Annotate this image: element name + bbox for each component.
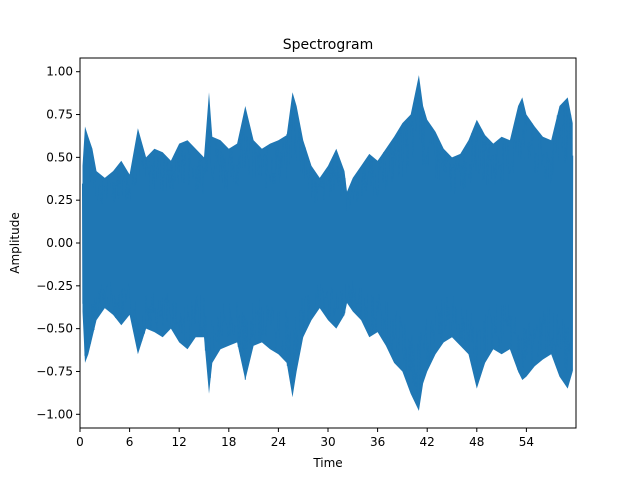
waveform-line bbox=[81, 87, 574, 395]
data-layer bbox=[81, 75, 574, 411]
x-tick-label: 24 bbox=[271, 435, 286, 449]
x-axis-ticks: 0 6 12 18 24 30 36 42 48 54 bbox=[76, 428, 534, 449]
chart-title: Spectrogram bbox=[283, 37, 373, 53]
y-tick-label: 1.00 bbox=[46, 65, 73, 79]
y-tick-label: −0.75 bbox=[36, 364, 73, 378]
x-tick-label: 30 bbox=[320, 435, 335, 449]
x-tick-label: 6 bbox=[126, 435, 134, 449]
y-tick-label: −1.00 bbox=[36, 407, 73, 421]
y-tick-label: 0.00 bbox=[46, 236, 73, 250]
y-tick-label: 0.75 bbox=[46, 108, 73, 122]
x-tick-label: 42 bbox=[420, 435, 435, 449]
x-tick-label: 0 bbox=[76, 435, 84, 449]
y-axis-label: Amplitude bbox=[8, 212, 22, 274]
y-tick-label: −0.50 bbox=[36, 322, 73, 336]
x-axis-label: Time bbox=[312, 456, 342, 470]
x-tick-label: 54 bbox=[519, 435, 534, 449]
x-tick-label: 36 bbox=[370, 435, 385, 449]
y-tick-label: 0.50 bbox=[46, 150, 73, 164]
y-tick-label: −0.25 bbox=[36, 279, 73, 293]
x-tick-label: 12 bbox=[172, 435, 187, 449]
y-tick-label: 0.25 bbox=[46, 193, 73, 207]
x-tick-label: 18 bbox=[221, 435, 236, 449]
y-axis-ticks: −1.00 −0.75 −0.50 −0.25 0.00 0.25 0.50 0.75 1.00 bbox=[36, 65, 80, 421]
x-tick-label: 48 bbox=[469, 435, 484, 449]
